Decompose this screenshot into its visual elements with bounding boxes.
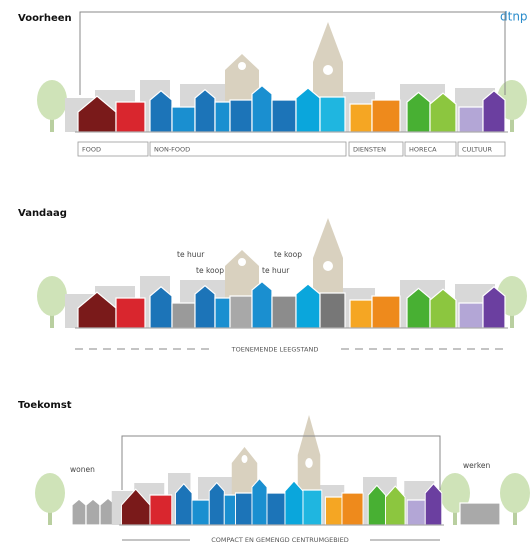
building xyxy=(350,104,372,132)
building xyxy=(236,493,253,525)
annotation: te huur xyxy=(262,266,290,275)
building xyxy=(407,288,430,328)
building xyxy=(209,483,224,525)
building xyxy=(252,282,272,328)
building xyxy=(195,286,215,328)
building xyxy=(230,100,252,132)
building xyxy=(460,503,500,525)
building xyxy=(267,493,285,525)
annotation: wonen xyxy=(70,465,95,474)
annotation: te huur xyxy=(177,250,205,259)
church-window xyxy=(323,261,333,271)
building xyxy=(215,102,230,132)
town xyxy=(112,415,444,525)
building xyxy=(150,91,172,132)
church-window xyxy=(323,65,333,75)
building xyxy=(230,296,252,328)
building xyxy=(303,490,322,525)
building xyxy=(350,300,372,328)
building xyxy=(252,479,267,525)
sector-label: FOOD xyxy=(82,146,101,154)
building xyxy=(272,100,296,132)
label-row xyxy=(78,142,505,156)
annotation: te koop xyxy=(196,266,224,275)
town xyxy=(37,22,527,132)
building xyxy=(296,88,320,132)
sector-label: CULTUUR xyxy=(462,146,493,154)
building xyxy=(320,293,345,328)
building xyxy=(176,484,193,525)
sector-label: DIENSTEN xyxy=(353,146,386,154)
caption: TOENEMENDE LEEGSTAND xyxy=(231,346,319,354)
tower-window xyxy=(242,455,248,463)
caption: COMPACT EN GEMENGD CENTRUMGEBIED xyxy=(211,536,349,544)
building xyxy=(372,100,400,132)
tower-window xyxy=(238,62,246,70)
tower-window xyxy=(238,258,246,266)
building xyxy=(372,296,400,328)
building xyxy=(326,497,343,525)
building xyxy=(86,499,100,525)
building xyxy=(116,102,145,132)
building xyxy=(483,287,505,328)
panel-title: Vandaag xyxy=(18,208,67,219)
building xyxy=(342,493,363,525)
tree-crown xyxy=(500,473,530,513)
sector-label: NON-FOOD xyxy=(154,146,190,154)
building xyxy=(296,284,320,328)
building xyxy=(459,107,483,132)
building xyxy=(320,97,345,132)
building xyxy=(224,495,235,525)
building xyxy=(150,495,172,525)
building xyxy=(407,92,430,132)
building xyxy=(459,303,483,328)
building xyxy=(407,500,425,525)
tree-crown xyxy=(37,276,67,316)
building xyxy=(215,298,230,328)
building xyxy=(192,500,209,525)
infographic: Voorheen dtnp Vandaag Toekomst FOOD NON-… xyxy=(0,0,532,544)
annotation: werken xyxy=(463,461,491,470)
building xyxy=(252,86,272,132)
tree-crown xyxy=(35,473,65,513)
building xyxy=(368,485,385,525)
building xyxy=(483,91,505,132)
building xyxy=(116,298,145,328)
annotation: te koop xyxy=(274,250,302,259)
building xyxy=(272,296,296,328)
tree-crown xyxy=(37,80,67,120)
building xyxy=(195,90,215,132)
building xyxy=(172,107,195,132)
building xyxy=(172,303,195,328)
panel-title: Toekomst xyxy=(18,400,72,411)
sector-label: HORECA xyxy=(409,146,437,154)
building xyxy=(150,287,172,328)
church-window xyxy=(305,458,313,468)
building xyxy=(285,481,303,525)
building xyxy=(72,499,86,525)
panel-title: Voorheen xyxy=(18,13,72,24)
building xyxy=(425,484,442,525)
